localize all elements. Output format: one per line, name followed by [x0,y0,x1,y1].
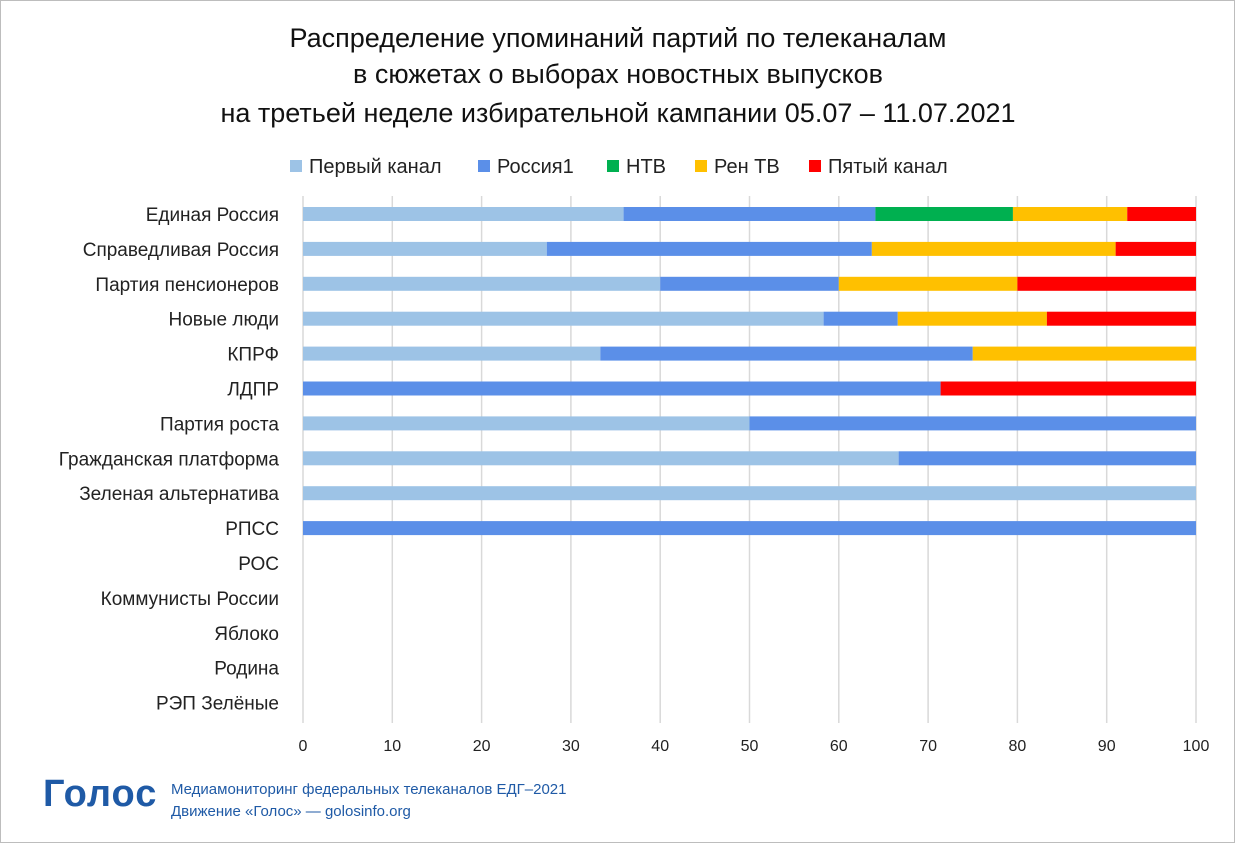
x-tick-label: 20 [473,738,491,755]
bar-segment-1 [303,451,899,466]
category-label: Родина [214,659,279,680]
legend-label-4: Рен ТВ [714,156,780,178]
chart-title: Распределение упоминаний партий по телек… [220,23,1015,128]
bar-segment-4 [897,311,1047,326]
x-tick-label: 60 [830,738,848,755]
category-label: РОС [238,554,279,575]
x-tick-label: 30 [562,738,580,755]
category-label: РЭП Зелёные [156,694,279,715]
bar-segment-1 [303,241,547,256]
bar-segment-2 [823,311,898,326]
legend-swatch-3 [607,160,619,172]
category-label: КПРФ [227,345,279,366]
bar-segment-2 [303,521,1196,536]
category-label: Зеленая альтернатива [79,484,279,505]
legend-label-3: НТВ [626,156,666,178]
category-label: Яблоко [214,624,279,645]
legend-swatch-4 [695,160,707,172]
x-tick-label: 0 [299,738,308,755]
bar-segment-2 [660,276,839,291]
footer: Медиамониторинг федеральных телеканалов … [171,779,567,823]
category-label: Коммунисты России [101,589,279,610]
bar-segment-2 [623,207,876,221]
chart-title-line-2: в сюжетах о выборах новостных выпусков [353,59,883,89]
legend-label-2: Россия1 [497,156,574,178]
chart-title-line-1: Распределение упоминаний партий по телек… [290,23,947,53]
bars [303,207,1196,536]
x-axis-tick-labels: 0 10 20 30 40 50 60 70 80 90 100 [299,738,1210,755]
bar-segment-2 [898,451,1196,466]
legend-label-5: Пятый канал [828,156,948,178]
legend-swatch-5 [809,160,821,172]
bar-segment-4 [972,346,1196,361]
category-label: Партия пенсионеров [95,275,279,296]
bar-segment-5 [1046,311,1196,326]
legend: Первый канал Россия1 НТВ Рен ТВ Пятый канал [290,156,948,178]
category-labels: Единая Россия Справедливая Россия Партия п… [59,205,280,715]
x-tick-label: 40 [651,738,669,755]
bar-segment-5 [1127,207,1196,221]
bar-segment-1 [303,207,624,221]
x-tick-label: 10 [383,738,401,755]
category-label: Единая Россия [146,205,279,226]
legend-swatch-1 [290,160,302,172]
category-label: Партия роста [160,414,279,435]
category-label: ЛДПР [227,380,279,401]
legend-label-1: Первый канал [309,156,442,178]
x-tick-label: 80 [1009,738,1027,755]
footer-line-2: Движение «Голос» — golosinfo.org [171,803,411,820]
bar-segment-1 [303,486,1196,501]
bar-segment-5 [1115,241,1196,256]
bar-segment-2 [600,346,973,361]
category-label: Справедливая Россия [83,240,279,261]
bar-segment-2 [303,381,941,396]
category-label: Новые люди [168,310,279,331]
bar-segment-5 [940,381,1196,396]
bar-segment-4 [1012,207,1128,221]
legend-swatch-2 [478,160,490,172]
x-tick-label: 90 [1098,738,1116,755]
x-tick-label: 50 [741,738,759,755]
bar-segment-2 [749,416,1196,431]
golos-logo: Голос [43,773,158,815]
bar-segment-1 [303,311,824,326]
chart-title-line-3: на третьей неделе избирательной кампании… [220,98,1015,128]
bar-segment-2 [546,241,872,256]
bar-segment-3 [875,207,1013,221]
bar-segment-4 [871,241,1116,256]
category-label: Гражданская платформа [59,449,280,470]
footer-line-1: Медиамониторинг федеральных телеканалов … [171,781,567,798]
bar-segment-1 [303,346,601,361]
bar-segment-5 [1017,276,1196,291]
x-tick-label: 100 [1183,738,1210,755]
bar-segment-4 [838,276,1018,291]
bar-segment-1 [303,416,750,431]
category-label: РПСС [225,519,279,540]
bar-segment-1 [303,276,661,291]
x-tick-label: 70 [919,738,937,755]
